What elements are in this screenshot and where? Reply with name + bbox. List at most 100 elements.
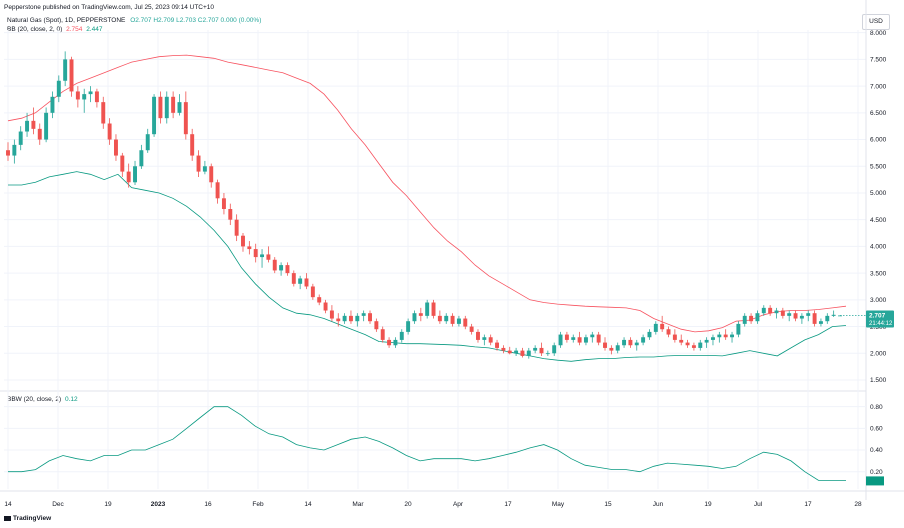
time-tick-label: 16 — [204, 501, 212, 508]
candle-body — [145, 134, 150, 151]
candle — [564, 331, 569, 343]
candle — [94, 88, 99, 108]
last-price-value: 2.707 — [869, 312, 886, 319]
candle-body — [336, 318, 341, 322]
bbw-tick-label: 0.40 — [870, 447, 883, 454]
candle-body — [317, 297, 322, 303]
candle-body — [88, 91, 93, 95]
candle-body — [215, 182, 220, 199]
candle — [88, 86, 93, 103]
candle-body — [50, 96, 55, 113]
candle-body — [552, 345, 557, 354]
candle-body — [266, 254, 271, 260]
price-tick-label: 5.000 — [870, 190, 887, 197]
candle-body — [571, 337, 576, 340]
bbw-tick-label: 0.80 — [870, 404, 883, 411]
candle-body — [133, 166, 137, 183]
candle — [171, 91, 176, 119]
candle-body — [495, 342, 500, 348]
candle — [456, 315, 461, 327]
candle — [152, 94, 157, 137]
candle-body — [564, 334, 569, 340]
currency-selector[interactable]: USD — [862, 14, 890, 30]
time-tick-label: Apr — [453, 501, 464, 508]
candle — [209, 163, 214, 188]
candle — [672, 329, 677, 343]
candle — [641, 334, 646, 346]
candle — [558, 331, 563, 348]
candle — [260, 249, 265, 268]
bbw-line — [8, 406, 846, 481]
candle — [660, 315, 665, 332]
candle-body — [590, 334, 595, 338]
candle — [450, 313, 455, 327]
candle-body — [202, 166, 207, 172]
candle-body — [628, 339, 633, 346]
candle-body — [647, 331, 652, 338]
candle — [114, 134, 118, 161]
candle — [412, 310, 417, 324]
candle — [577, 331, 582, 346]
candle — [215, 179, 220, 204]
time-tick-label: Feb — [252, 501, 264, 508]
candle — [56, 75, 61, 103]
candle-body — [107, 123, 112, 140]
bb-legend: BB (20, close, 2, 0) 2.754 2.447 — [7, 26, 102, 33]
candle-body — [177, 102, 182, 113]
candle — [247, 241, 252, 255]
candle-body — [539, 347, 544, 354]
candle — [583, 334, 588, 346]
candle — [526, 347, 531, 359]
bbw-legend: BBW (20, close, 2) 0.12 — [7, 396, 78, 403]
candle-body — [152, 96, 157, 135]
candle-body — [666, 329, 671, 335]
candle-body — [450, 315, 455, 324]
candle-body — [488, 337, 493, 343]
candle-body — [622, 339, 627, 346]
candle-body — [18, 131, 23, 145]
candle-body — [310, 286, 315, 298]
tv-icon — [4, 516, 11, 521]
candle — [711, 334, 715, 346]
candle-body — [526, 350, 531, 356]
candle — [825, 313, 830, 324]
candle-body — [672, 334, 677, 340]
candle — [520, 347, 525, 358]
candle-body — [533, 347, 538, 351]
candle — [793, 310, 798, 322]
candle — [44, 107, 49, 143]
candle — [63, 51, 68, 87]
candle-body — [164, 96, 169, 119]
candle — [18, 126, 23, 151]
candle — [539, 342, 544, 356]
candle-body — [698, 342, 703, 348]
candle-body — [749, 315, 754, 322]
candle-body — [507, 350, 512, 354]
symbol-name: Natural Gas (Spot), 1D, PEPPERSTONE — [7, 17, 126, 24]
price-tick-label: 5.500 — [870, 163, 887, 170]
candle-body — [685, 342, 690, 346]
symbol-legend: Natural Gas (Spot), 1D, PEPPERSTONE O2.7… — [7, 17, 261, 24]
candle — [50, 91, 55, 119]
candle-body — [793, 313, 798, 319]
candle-body — [209, 166, 214, 183]
candle — [603, 337, 607, 351]
time-tick-label: 14 — [304, 501, 312, 508]
candle — [342, 313, 347, 324]
candle-body — [323, 302, 328, 311]
candle-body — [838, 315, 842, 317]
candle — [183, 91, 188, 140]
candle-body — [520, 350, 525, 356]
candle-body — [723, 334, 728, 338]
watermark-text: TradingView — [13, 515, 52, 522]
candle-body — [736, 323, 741, 335]
candle-body — [387, 339, 392, 346]
candle — [298, 275, 303, 290]
candle-body — [679, 339, 684, 343]
candle — [622, 337, 627, 348]
bb-label: BB (20, close, 2, 0) — [7, 26, 63, 33]
candle — [310, 283, 315, 300]
candle-body — [412, 313, 417, 322]
candle — [177, 94, 182, 116]
